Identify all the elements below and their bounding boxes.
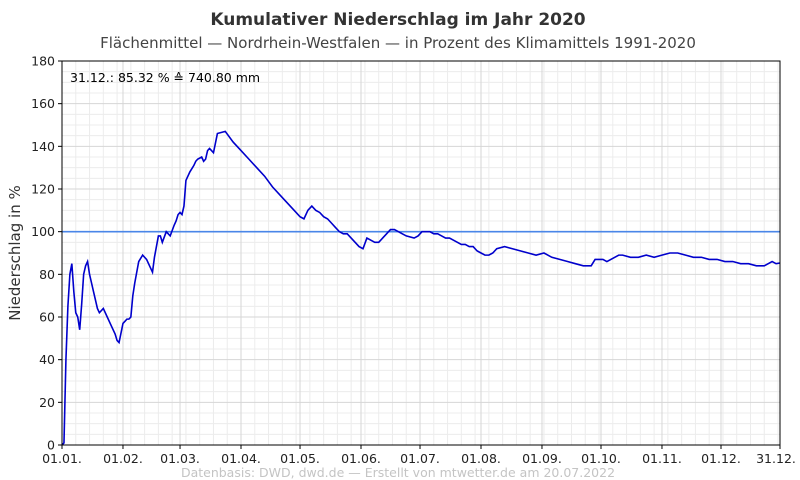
y-tick-label: 160	[31, 96, 55, 111]
x-tick-label: 01.10.	[581, 451, 621, 466]
x-tick-label: 01.12.	[701, 451, 741, 466]
y-tick-label: 40	[39, 352, 55, 367]
x-tick-label: 01.05.	[280, 451, 320, 466]
y-axis-ticks: 0 20 40 60 80 100 120 140 160 180	[31, 54, 62, 453]
chart-subtitle: Flächenmittel — Nordrhein-Westfalen — in…	[100, 34, 696, 52]
plot-frame	[61, 60, 781, 446]
x-tick-label: 01.06.	[341, 451, 381, 466]
y-tick-label: 0	[47, 438, 55, 453]
series-line	[61, 130, 781, 446]
x-tick-label: 01.02.	[103, 451, 143, 466]
y-tick-label: 120	[31, 182, 55, 197]
y-tick-label: 180	[31, 54, 55, 69]
x-tick-label: 01.03.	[160, 451, 200, 466]
x-tick-label: 01.08.	[461, 451, 501, 466]
x-axis-ticks: 01.01. 01.02. 01.03. 01.04. 01.05. 01.06. 01.0…	[42, 445, 796, 466]
total-annotation: 31.12.: 85.32 % ≙ 740.80 mm	[70, 70, 260, 85]
y-tick-label: 60	[39, 310, 55, 325]
y-tick-label: 80	[39, 267, 55, 282]
x-tick-label: 01.07.	[400, 451, 440, 466]
x-tick-label: 01.04.	[221, 451, 261, 466]
y-tick-label: 100	[31, 224, 55, 239]
x-tick-label: 01.01.	[42, 451, 82, 466]
chart-title: Kumulativer Niederschlag im Jahr 2020	[210, 10, 585, 30]
y-tick-label: 140	[31, 139, 55, 154]
x-tick-label: 01.11.	[642, 451, 682, 466]
x-tick-label: 31.12.	[756, 451, 796, 466]
minor-grid	[62, 61, 780, 445]
y-axis-label: Niederschlag in %	[6, 185, 24, 320]
y-tick-label: 20	[39, 395, 55, 410]
footer-credit: Datenbasis: DWD, dwd.de — Erstellt von m…	[181, 465, 615, 480]
x-tick-label: 01.09.	[522, 451, 562, 466]
